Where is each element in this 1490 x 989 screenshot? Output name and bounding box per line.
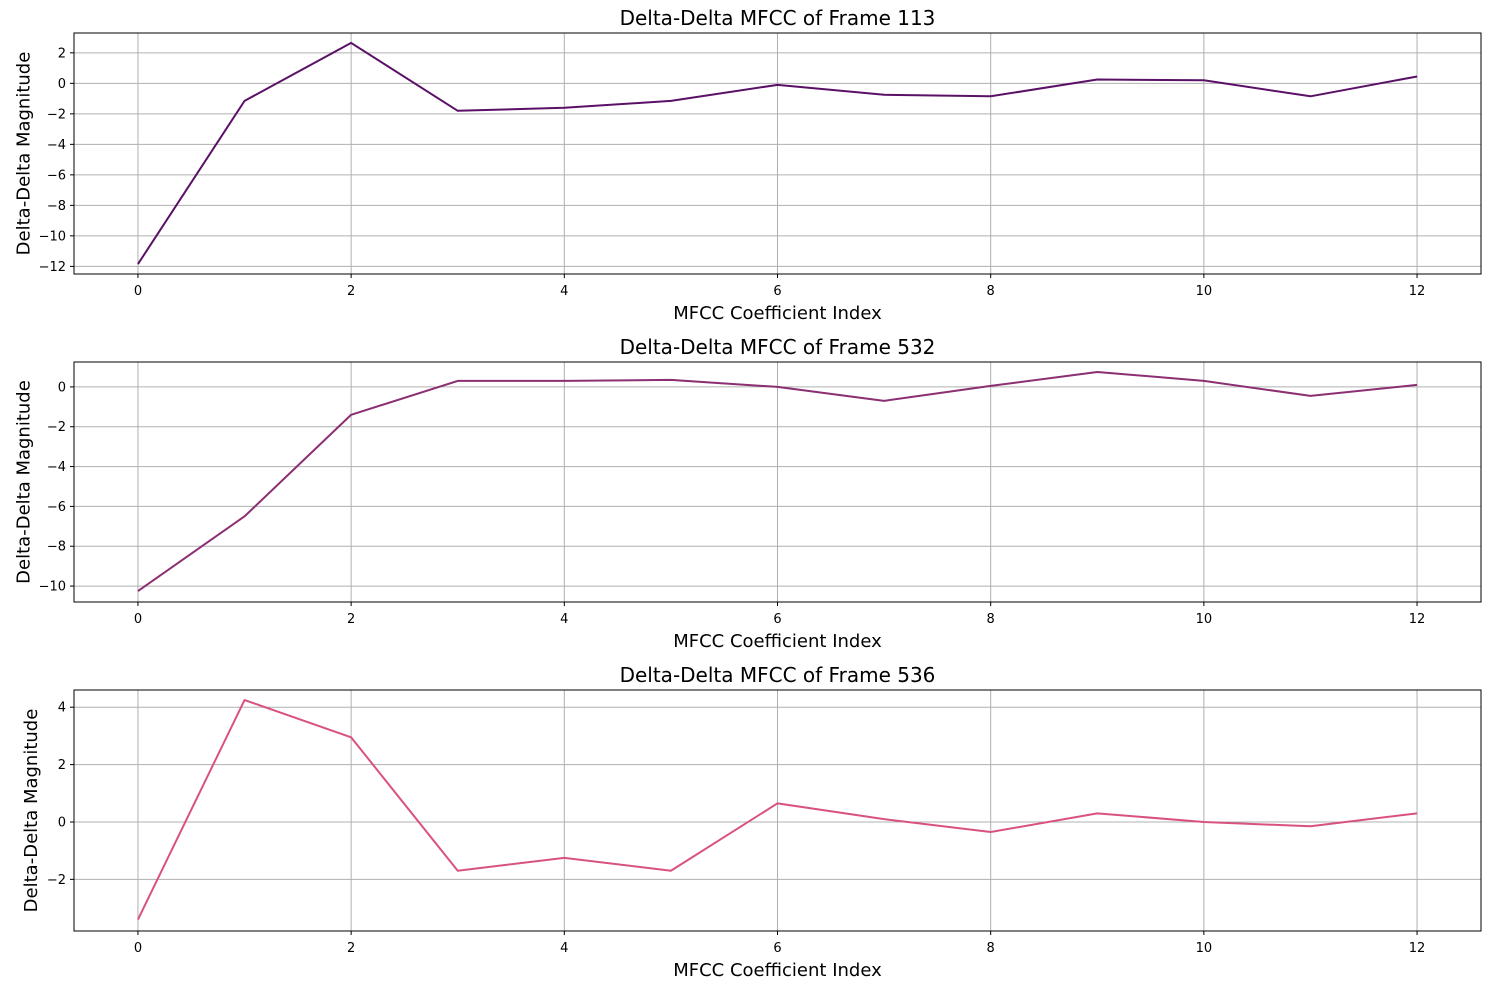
y-tick-label: −4 — [47, 138, 66, 153]
series-line-1 — [137, 699, 1418, 920]
x-tick-label: 6 — [773, 941, 781, 956]
x-tick-label: 10 — [1196, 612, 1213, 627]
chart-title: Delta-Delta MFCC of Frame 532 — [620, 335, 936, 359]
y-tick-label: 4 — [58, 701, 66, 716]
x-tick-label: 10 — [1196, 941, 1213, 956]
x-tick-label: 6 — [773, 612, 781, 627]
y-tick-label: −12 — [39, 260, 66, 275]
y-tick-label: −6 — [47, 500, 66, 515]
y-tick-label: 0 — [58, 380, 66, 395]
y-tick-label: 2 — [58, 758, 66, 773]
y-axis-label: Delta-Delta Magnitude — [14, 380, 35, 584]
series-line-1 — [137, 41, 1418, 265]
subplot-1: 0 2 4 6 8 10 12 −12 −10 −8 −6 −4 −2 0 2 Delta-Delta MFC… — [14, 6, 1482, 324]
y-tick-label: 2 — [58, 46, 66, 61]
y-tick-label: −6 — [47, 168, 66, 183]
x-tick-label: 4 — [560, 612, 568, 627]
y-tick-label: −2 — [47, 107, 66, 122]
x-tick-label: 8 — [987, 284, 995, 299]
y-tick-label: 0 — [58, 77, 66, 92]
x-tick-label: 0 — [134, 284, 142, 299]
y-tick-label: −8 — [47, 540, 66, 555]
y-tick-label: −10 — [39, 229, 66, 244]
x-tick-label: 12 — [1409, 941, 1426, 956]
x-tick-label: 4 — [560, 941, 568, 956]
subplot-2: 0 2 4 6 8 10 12 −10 −8 −6 −4 −2 0 Delta-Delta MFCC of… — [14, 335, 1482, 652]
y-tick-label: −4 — [47, 460, 66, 475]
y-tick-label: −2 — [47, 420, 66, 435]
x-tick-label: 2 — [347, 941, 355, 956]
x-tick-label: 12 — [1409, 284, 1426, 299]
chart-title: Delta-Delta MFCC of Frame 536 — [620, 663, 936, 687]
x-axis-label: MFCC Coefficient Index — [673, 303, 882, 324]
y-tick-label: −10 — [39, 580, 66, 595]
subplot-3: 0 2 4 6 8 10 12 −2 0 2 4 Delta-Delta MFCC of Frame … — [21, 663, 1482, 981]
series-line-1 — [137, 370, 1418, 592]
x-tick-label: 8 — [987, 941, 995, 956]
y-axis-label: Delta-Delta Magnitude — [21, 709, 42, 913]
x-tick-label: 6 — [773, 284, 781, 299]
y-axis-label: Delta-Delta Magnitude — [14, 52, 35, 256]
x-tick-label: 0 — [134, 612, 142, 627]
y-tick-label: −2 — [47, 873, 66, 888]
y-tick-label: 0 — [58, 815, 66, 830]
x-tick-label: 2 — [347, 284, 355, 299]
x-axis-label: MFCC Coefficient Index — [673, 960, 882, 981]
x-tick-label: 2 — [347, 612, 355, 627]
y-tick-label: −8 — [47, 199, 66, 214]
x-tick-label: 8 — [987, 612, 995, 627]
x-axis-label: MFCC Coefficient Index — [673, 631, 882, 652]
x-tick-label: 12 — [1409, 612, 1426, 627]
x-tick-label: 4 — [560, 284, 568, 299]
x-tick-label: 10 — [1196, 284, 1213, 299]
chart-title: Delta-Delta MFCC of Frame 113 — [620, 6, 936, 30]
x-tick-label: 0 — [134, 941, 142, 956]
